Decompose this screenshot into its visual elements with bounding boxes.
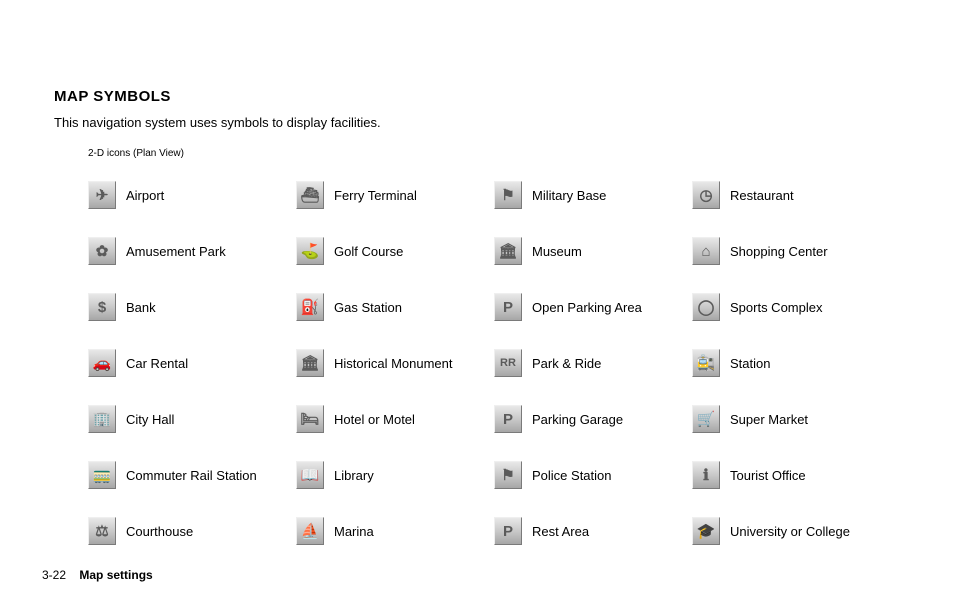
symbol-item: RR Park & Ride (494, 335, 692, 391)
symbol-icon: ⛽ (296, 293, 324, 321)
symbol-label: Museum (532, 244, 582, 259)
symbol-item: ◷ Restaurant (692, 167, 890, 223)
symbol-label: Open Parking Area (532, 300, 642, 315)
symbol-label: Ferry Terminal (334, 188, 417, 203)
page-heading: MAP SYMBOLS (54, 88, 914, 105)
symbol-icon: 📖 (296, 461, 324, 489)
symbol-grid: ✈ Airport ⛴ Ferry Terminal ⚑ Military Base ◷ Re… (88, 167, 914, 559)
symbol-item: 🚉 Station (692, 335, 890, 391)
symbol-item: ⚑ Military Base (494, 167, 692, 223)
symbol-label: Hotel or Motel (334, 412, 415, 427)
symbol-icon: P (494, 293, 522, 321)
symbol-item: 🏛 Historical Monument (296, 335, 494, 391)
symbol-icon: ℹ (692, 461, 720, 489)
symbol-label: Park & Ride (532, 356, 601, 371)
symbol-item: ⛳ Golf Course (296, 223, 494, 279)
symbol-item: ✿ Amusement Park (88, 223, 296, 279)
symbol-label: Marina (334, 524, 374, 539)
symbol-label: Library (334, 468, 374, 483)
symbol-icon: RR (494, 349, 522, 377)
symbol-label: Shopping Center (730, 244, 828, 259)
symbol-icon: ⚑ (494, 181, 522, 209)
symbol-label: Commuter Rail Station (126, 468, 257, 483)
page-footer: 3-22 Map settings (42, 568, 153, 582)
symbol-label: Restaurant (730, 188, 794, 203)
symbol-item: 🎓 University or College (692, 503, 890, 559)
section-title: Map settings (79, 568, 152, 582)
symbol-label: Gas Station (334, 300, 402, 315)
symbol-item: P Open Parking Area (494, 279, 692, 335)
symbol-icon: 🛒 (692, 405, 720, 433)
symbol-icon: ⛳ (296, 237, 324, 265)
manual-page: MAP SYMBOLS This navigation system uses … (0, 0, 954, 608)
page-subhead: This navigation system uses symbols to d… (54, 115, 914, 130)
symbol-label: Sports Complex (730, 300, 822, 315)
symbol-icon: ⚖ (88, 517, 116, 545)
symbol-item: $ Bank (88, 279, 296, 335)
symbol-label: Tourist Office (730, 468, 806, 483)
symbol-icon: 🏛 (494, 237, 522, 265)
symbol-label: Car Rental (126, 356, 188, 371)
symbol-item: 🚗 Car Rental (88, 335, 296, 391)
symbol-item: 🚃 Commuter Rail Station (88, 447, 296, 503)
symbol-item: P Parking Garage (494, 391, 692, 447)
symbol-item: ✈ Airport (88, 167, 296, 223)
symbol-item: ⚖ Courthouse (88, 503, 296, 559)
symbol-icon: 🚗 (88, 349, 116, 377)
symbol-icon: 🛏 (296, 405, 324, 433)
symbol-icon: ◷ (692, 181, 720, 209)
symbol-icon: P (494, 517, 522, 545)
symbol-icon: P (494, 405, 522, 433)
symbol-icon: ✿ (88, 237, 116, 265)
symbol-item: ⌂ Shopping Center (692, 223, 890, 279)
symbol-label: University or College (730, 524, 850, 539)
symbol-icon: $ (88, 293, 116, 321)
symbol-icon: 🏢 (88, 405, 116, 433)
symbol-icon: 🏛 (296, 349, 324, 377)
symbol-icon: ⛵ (296, 517, 324, 545)
symbol-label: Golf Course (334, 244, 403, 259)
symbol-item: ⛽ Gas Station (296, 279, 494, 335)
symbol-item: 🛏 Hotel or Motel (296, 391, 494, 447)
page-number: 3-22 (42, 568, 66, 582)
symbol-item: 🏛 Museum (494, 223, 692, 279)
symbol-item: 📖 Library (296, 447, 494, 503)
symbol-label: Historical Monument (334, 356, 453, 371)
symbol-item: ℹ Tourist Office (692, 447, 890, 503)
symbol-icon: ⚑ (494, 461, 522, 489)
icons-caption: 2-D icons (Plan View) (88, 148, 914, 159)
symbol-label: Rest Area (532, 524, 589, 539)
symbol-label: Airport (126, 188, 164, 203)
symbol-item: 🏢 City Hall (88, 391, 296, 447)
symbol-label: Parking Garage (532, 412, 623, 427)
symbol-item: ⛴ Ferry Terminal (296, 167, 494, 223)
symbol-item: ⚑ Police Station (494, 447, 692, 503)
symbol-icon: ⛴ (296, 181, 324, 209)
symbol-label: Station (730, 356, 770, 371)
symbol-label: Courthouse (126, 524, 193, 539)
symbol-label: Police Station (532, 468, 612, 483)
symbol-item: 🛒 Super Market (692, 391, 890, 447)
symbol-item: ◯ Sports Complex (692, 279, 890, 335)
symbol-label: Amusement Park (126, 244, 226, 259)
symbol-icon: ◯ (692, 293, 720, 321)
symbol-icon: ✈ (88, 181, 116, 209)
symbol-icon: 🚃 (88, 461, 116, 489)
symbol-label: Super Market (730, 412, 808, 427)
symbol-icon: 🎓 (692, 517, 720, 545)
symbol-label: Military Base (532, 188, 606, 203)
symbol-label: City Hall (126, 412, 174, 427)
symbol-item: ⛵ Marina (296, 503, 494, 559)
symbol-label: Bank (126, 300, 156, 315)
symbol-icon: ⌂ (692, 237, 720, 265)
symbol-item: P Rest Area (494, 503, 692, 559)
symbol-icon: 🚉 (692, 349, 720, 377)
